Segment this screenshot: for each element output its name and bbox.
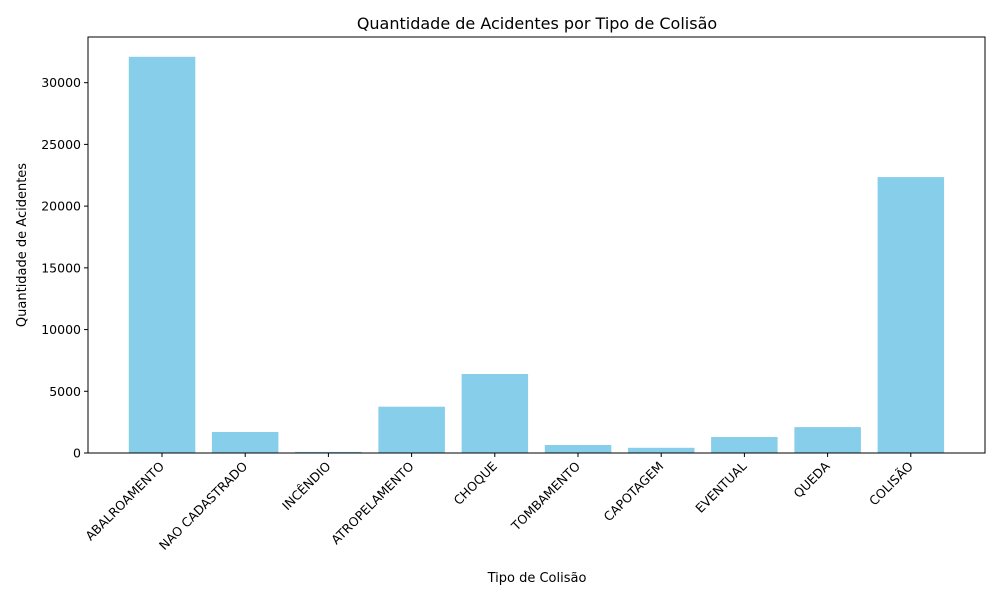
bar-0 [128,56,196,454]
bar-8 [794,427,861,453]
bar-3 [378,406,445,453]
bars-group [128,56,945,454]
chart-title: Quantidade de Acidentes por Tipo de Coli… [357,14,717,33]
bar-1 [211,432,279,453]
x-axis-label: Tipo de Colisão [487,571,587,586]
x-tick-label: TOMBAMENTO [508,458,584,534]
x-tick-label: COLISÃO [866,458,916,508]
y-tick-label: 10000 [41,322,81,337]
y-tick-label: 5000 [49,384,81,399]
x-tick-label: INCÊNDIO [279,458,334,513]
bar-9 [877,177,945,453]
y-axis-ticks: 0 5000 10000 15000 20000 25000 30000 [41,75,88,461]
x-tick-label: QUEDA [790,458,833,501]
x-tick-label: NAO CADASTRADO [156,458,251,553]
y-tick-label: 25000 [41,137,81,152]
bar-4 [461,374,529,453]
x-tick-label: CHOQUE [451,458,500,507]
x-tick-label: EVENTUAL [692,458,749,515]
x-tick-label: ABALROAMENTO [82,458,167,543]
bar-7 [711,437,778,453]
y-axis-label: Quantidade de Acidentes [15,163,30,327]
bar-5 [544,445,612,453]
y-tick-label: 30000 [41,75,81,90]
bar-2 [295,451,362,453]
y-tick-label: 15000 [41,260,81,275]
x-tick-label: CAPOTAGEM [601,459,667,525]
y-tick-label: 0 [73,446,81,461]
plot-frame [87,36,986,454]
y-tick-label: 20000 [41,199,81,214]
x-tick-label: ATROPELAMENTO [328,458,417,547]
bar-6 [628,447,695,453]
